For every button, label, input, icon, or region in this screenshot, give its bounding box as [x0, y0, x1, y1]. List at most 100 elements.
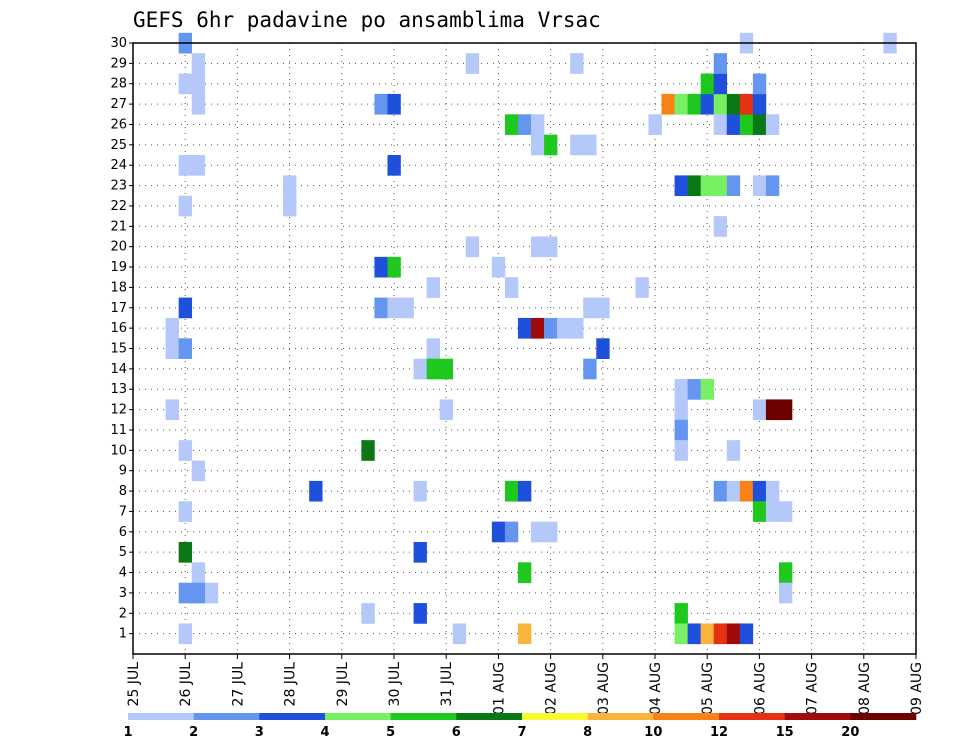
heat-cell [517, 480, 532, 502]
heat-cell [426, 338, 440, 359]
heat-cell [165, 338, 179, 359]
x-tick-label: 27 JUL [230, 662, 246, 707]
heat-cell [765, 501, 780, 522]
colorbar-swatch [259, 713, 326, 720]
heat-cell [178, 440, 193, 461]
colorbar-label: 7 [517, 725, 526, 740]
heat-cell [713, 53, 728, 74]
y-tick-label: 13 [110, 382, 127, 397]
heat-cell [374, 93, 388, 115]
y-tick-label: 27 [110, 97, 127, 112]
heat-cell [583, 358, 597, 380]
heat-cell [674, 603, 688, 624]
colorbar-label: 12 [710, 725, 728, 740]
heat-cell [713, 623, 728, 645]
heat-cell [739, 480, 754, 502]
y-tick-label: 1 [119, 627, 127, 642]
x-tick-label: 05 AUG [700, 662, 716, 715]
x-tick-label: 31 JUL [439, 662, 455, 707]
heat-cell [713, 480, 728, 502]
heat-cell [178, 582, 193, 604]
data-cells [165, 32, 897, 645]
heat-cell [452, 623, 467, 645]
heat-cell [726, 93, 741, 115]
heat-cell [178, 297, 193, 319]
heat-cell [191, 73, 206, 95]
heat-cell [687, 93, 701, 115]
heat-cell [531, 114, 545, 135]
heat-cell [674, 419, 688, 441]
y-tick-label: 24 [110, 158, 127, 173]
y-tick-label: 29 [110, 56, 127, 71]
heat-cell [531, 134, 545, 156]
heat-cell [178, 541, 193, 563]
y-tick-label: 3 [119, 586, 127, 601]
y-tick-label: 10 [110, 443, 127, 458]
heat-cell [413, 541, 427, 563]
heat-cell [374, 256, 388, 278]
heat-cell [765, 480, 780, 502]
y-tick-label: 21 [110, 219, 127, 234]
heat-cell [713, 175, 728, 197]
heat-cell [283, 175, 297, 197]
heat-cell [739, 114, 754, 135]
heat-cell [778, 562, 793, 584]
y-tick-label: 2 [119, 606, 127, 621]
heat-cell [648, 114, 662, 135]
heat-cell [413, 358, 427, 380]
y-tick-label: 26 [110, 117, 127, 132]
y-tick-label: 8 [119, 484, 127, 499]
heat-cell [752, 501, 767, 522]
colorbar-swatch [193, 713, 260, 720]
heat-cell [557, 317, 571, 339]
x-tick-label: 28 JUL [283, 662, 299, 707]
colorbar-swatch [128, 713, 194, 720]
heat-cell [713, 93, 728, 115]
y-tick-label: 23 [110, 179, 127, 194]
colorbar-swatch [390, 713, 457, 720]
x-tick-label: 07 AUG [805, 662, 821, 715]
x-tick-label: 09 AUG [909, 662, 925, 715]
y-tick-label: 14 [110, 362, 127, 377]
heat-cell [374, 297, 388, 319]
heat-cell [191, 582, 206, 604]
heat-cell [517, 317, 532, 339]
colorbar-swatch [784, 713, 851, 720]
heat-cell [517, 114, 532, 135]
heat-cell [544, 236, 558, 258]
heat-cell [504, 480, 519, 502]
y-tick-label: 16 [110, 321, 127, 336]
heat-cell [713, 114, 728, 135]
heat-cell [661, 93, 675, 115]
chart-title: GEFS 6hr padavine po ansamblima Vrsac [133, 8, 601, 32]
y-tick-label: 7 [119, 504, 127, 519]
heat-cell [635, 277, 649, 298]
heat-cell [687, 175, 701, 197]
y-tick-label: 5 [119, 545, 127, 560]
heat-cell [178, 501, 193, 522]
heat-cell [700, 175, 715, 197]
heat-cell [544, 134, 558, 156]
heat-cell [178, 155, 193, 176]
heat-cell [517, 623, 532, 645]
y-tick-label: 22 [110, 199, 127, 214]
heat-cell [739, 93, 754, 115]
colorbar-swatch [587, 713, 654, 720]
heat-cell [765, 399, 780, 421]
colorbar-label: 20 [841, 725, 859, 740]
heat-cell [309, 480, 323, 502]
heat-cell [504, 521, 519, 543]
y-tick-label: 4 [119, 566, 127, 581]
y-tick-label: 25 [110, 138, 127, 153]
y-tick-label: 17 [110, 301, 127, 316]
colorbar-label: 5 [386, 725, 395, 740]
heat-cell [191, 155, 206, 176]
x-tick-label: 29 JUL [335, 662, 351, 707]
colorbar-label: 2 [189, 725, 198, 740]
colorbar-label: 10 [644, 725, 662, 740]
heat-cell [504, 114, 519, 135]
heat-cell [752, 399, 767, 421]
heat-cell [531, 521, 545, 543]
heat-cell [674, 175, 688, 197]
colorbar-label: 4 [320, 725, 329, 740]
